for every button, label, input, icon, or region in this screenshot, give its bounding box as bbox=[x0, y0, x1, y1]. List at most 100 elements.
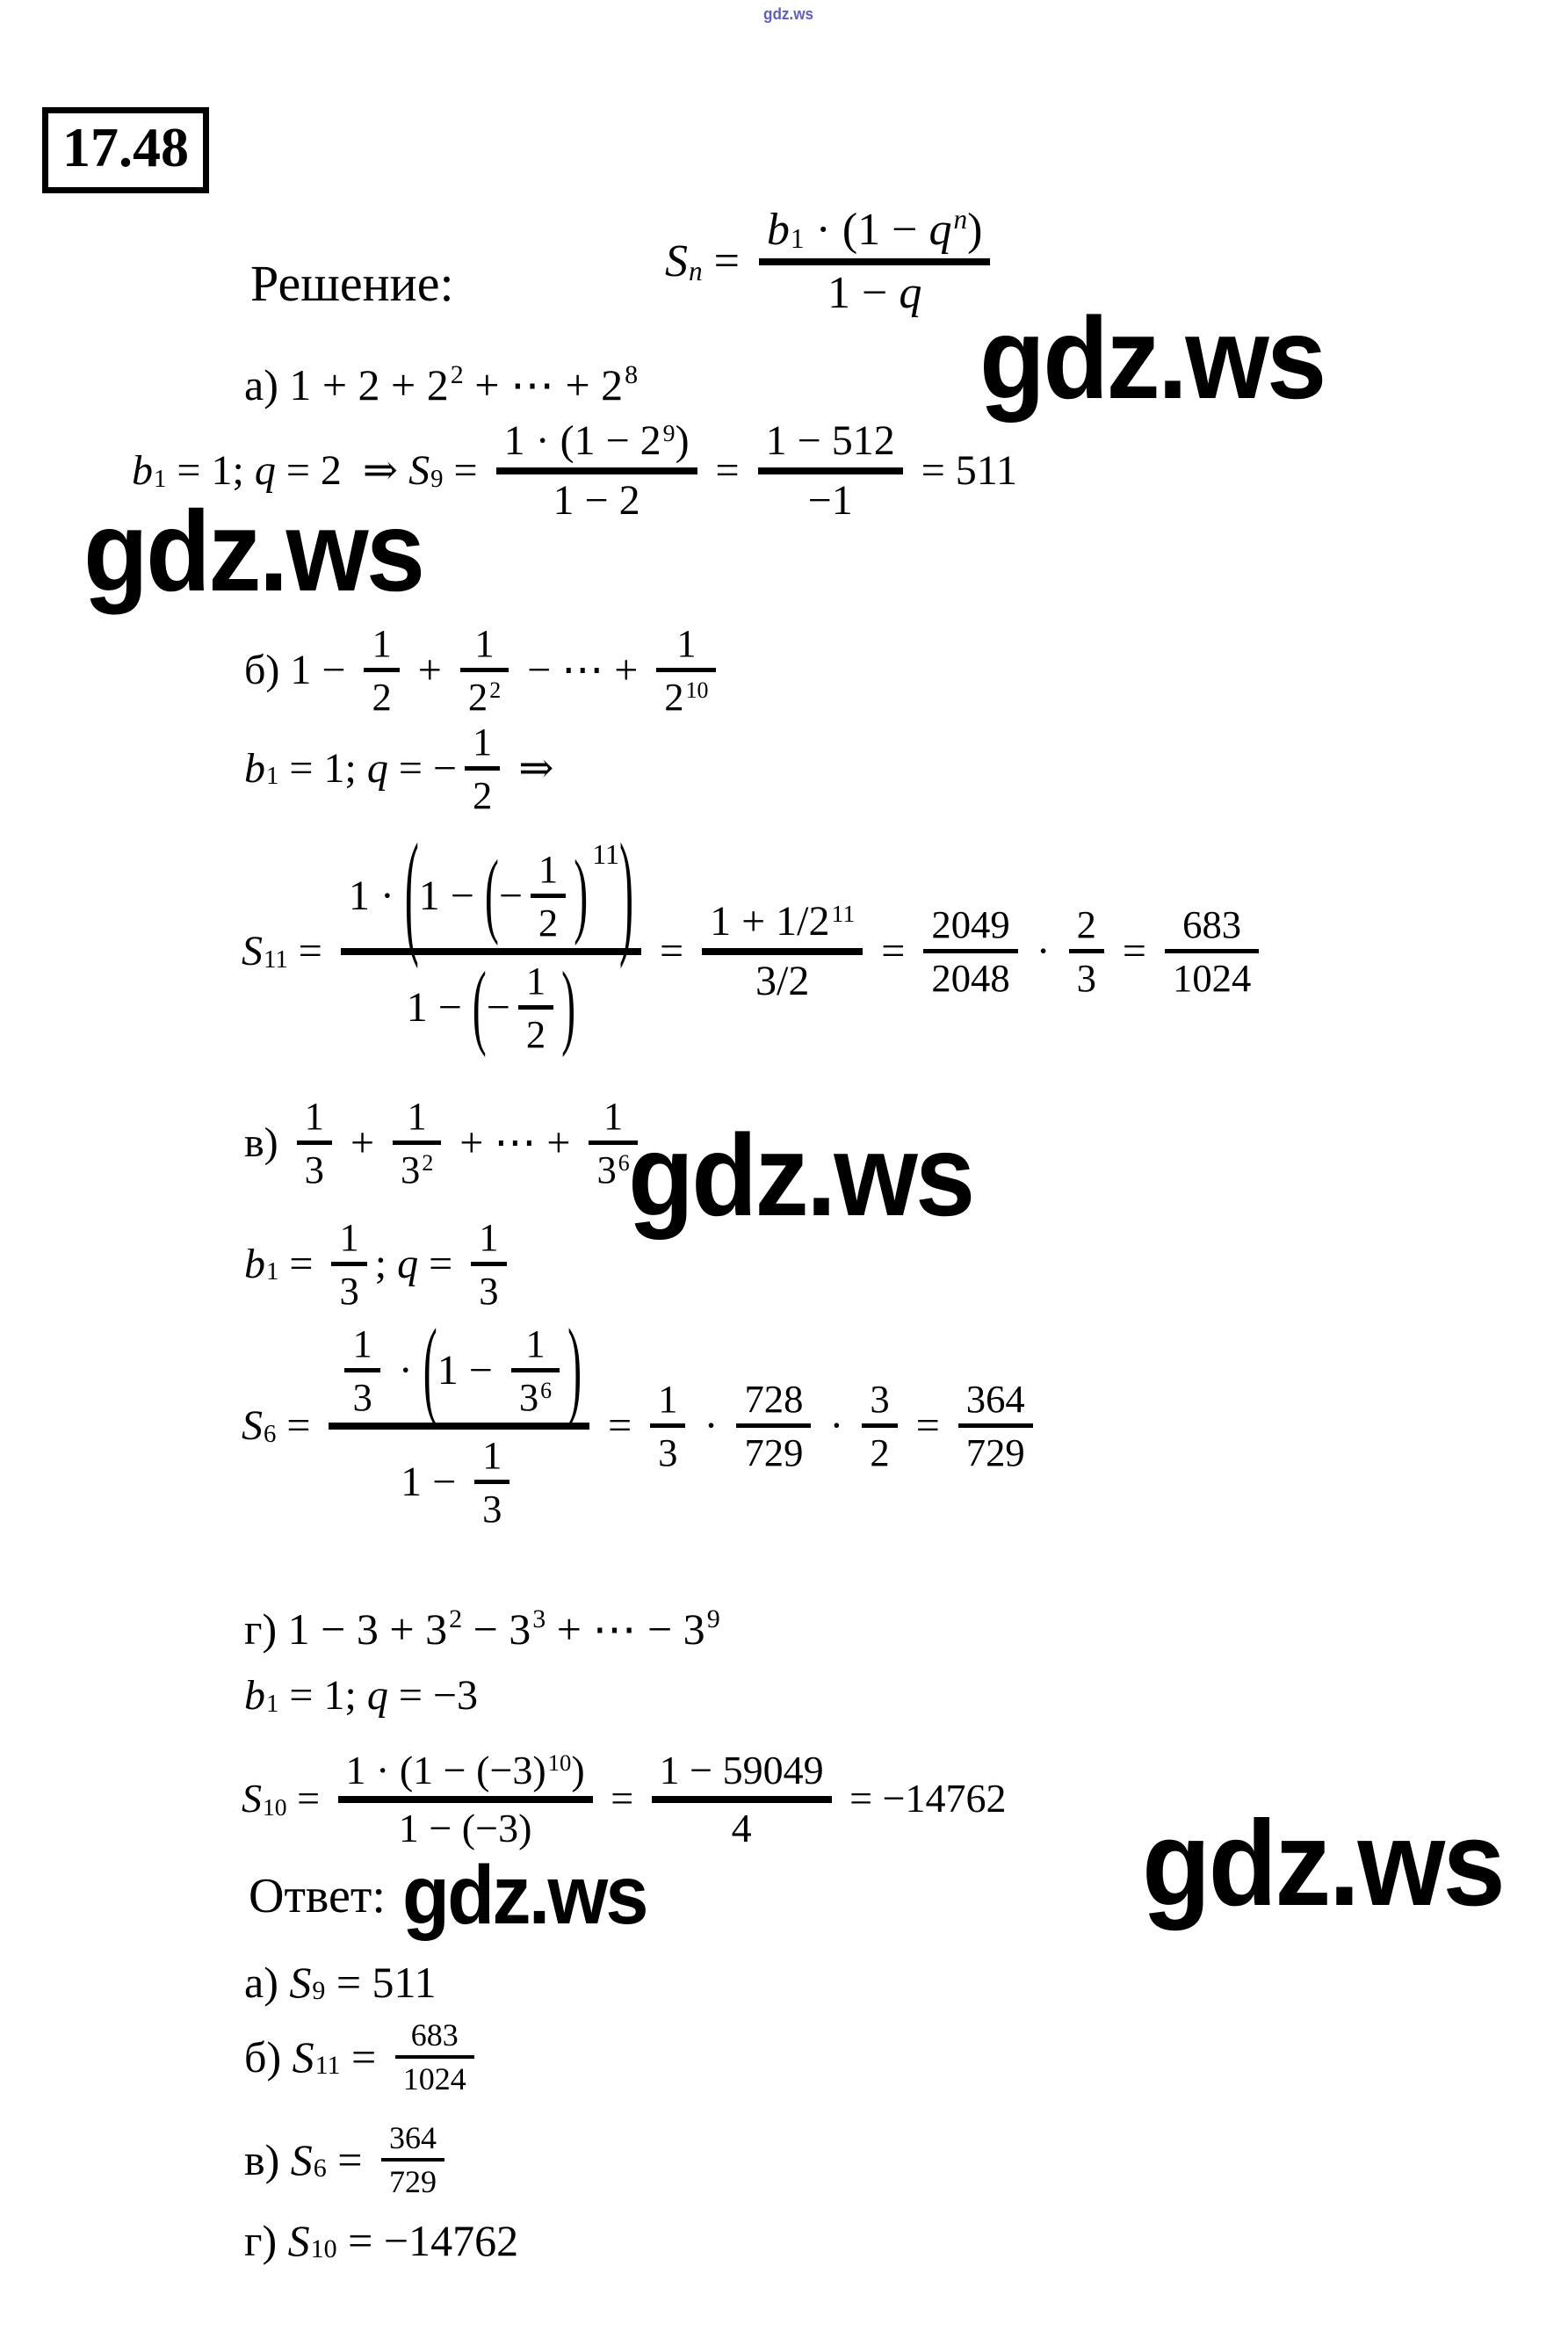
implies-arrow: ⇒ bbox=[351, 447, 409, 495]
math-token: 1 − 59049 bbox=[659, 1748, 824, 1792]
math-token: 729 bbox=[965, 1430, 1025, 1475]
equals-sign: = bbox=[286, 1776, 330, 1821]
math-token: 2049 bbox=[931, 902, 1010, 947]
part-b-work: S 11 = 1 · ( 1 − ( − 1 2 ) 11 ) 1 − ( − bbox=[242, 825, 1267, 1059]
formula-n-sub: n bbox=[689, 255, 703, 286]
math-token: = 2 bbox=[275, 447, 352, 495]
math-token: = 1; bbox=[278, 1672, 367, 1719]
var-S-sub: 6 bbox=[264, 1419, 277, 1448]
math-token: −1 bbox=[807, 476, 853, 524]
math-token: 3 bbox=[658, 1430, 678, 1475]
math-token: 1 bbox=[525, 958, 546, 1003]
equals-sign: = bbox=[702, 236, 751, 287]
math-token: 1 bbox=[676, 621, 697, 665]
problem-number: 17.48 bbox=[62, 116, 189, 178]
var-S-sub: 9 bbox=[312, 1976, 326, 2006]
multiply-dot: · bbox=[1025, 928, 1061, 975]
var-b-sub: 1 bbox=[266, 1689, 279, 1718]
exponent: 10 bbox=[685, 677, 709, 703]
math-token: 1 bbox=[603, 1094, 624, 1138]
var-b: b bbox=[244, 744, 265, 792]
math-token: 1 bbox=[538, 847, 559, 891]
formula-b-sub: 1 bbox=[790, 222, 805, 254]
answer-b-label: б) bbox=[244, 2031, 293, 2082]
math-token: ) bbox=[675, 417, 690, 464]
math-token: = 1; bbox=[278, 744, 367, 792]
var-S-sub: 10 bbox=[310, 2234, 337, 2264]
close-paren: ) bbox=[619, 817, 634, 972]
var-S: S bbox=[287, 2216, 310, 2265]
watermark-top-small: gdz.ws bbox=[763, 5, 814, 23]
math-token: + bbox=[407, 646, 452, 693]
answer-b: б) S 11 = 683 1024 bbox=[244, 2017, 482, 2098]
equals-sign: = bbox=[287, 928, 333, 975]
var-S: S bbox=[290, 2134, 313, 2184]
fraction: 1 + 1/2 11 3/2 bbox=[702, 897, 863, 1006]
math-token: 2 bbox=[525, 1011, 546, 1056]
math-token: 1 − bbox=[418, 872, 485, 919]
math-token: 1 bbox=[352, 1322, 372, 1365]
minus-sign: − bbox=[486, 983, 510, 1031]
exponent: 11 bbox=[831, 901, 856, 929]
part-d-work: S 10 = 1 · (1 − (−3) 10) 1 − (−3) = 1 − 59… bbox=[242, 1747, 1007, 1851]
exponent: 10 bbox=[547, 1749, 572, 1776]
result-value: −14762 bbox=[882, 1776, 1007, 1821]
math-token: 3 bbox=[482, 1486, 502, 1531]
math-token: − ⋯ + bbox=[517, 646, 649, 693]
formula-q: q bbox=[929, 205, 952, 255]
math-token: 1 bbox=[472, 720, 493, 764]
math-token: 2 bbox=[870, 1430, 890, 1475]
fraction: 1 3 bbox=[331, 1214, 367, 1314]
problem-number-box: 17.48 bbox=[42, 107, 209, 194]
math-token: 1 − 2 bbox=[553, 476, 640, 524]
math-token: = − bbox=[387, 744, 457, 792]
math-token: = 1; bbox=[166, 447, 255, 495]
equals-sign: = bbox=[443, 447, 488, 495]
close-paren: ) bbox=[561, 953, 576, 1059]
math-token: 1 bbox=[479, 1215, 499, 1259]
equals-sign: = bbox=[1111, 928, 1157, 975]
close-paren: ) bbox=[574, 842, 589, 947]
multiply-dot: · bbox=[693, 1402, 729, 1450]
var-S-sub: 11 bbox=[314, 2050, 341, 2080]
equals-sign: = bbox=[418, 1240, 464, 1287]
implies-arrow: ⇒ bbox=[508, 744, 565, 792]
equals-sign: = bbox=[600, 1776, 644, 1821]
var-b-sub: 1 bbox=[154, 464, 167, 493]
equals-sign: = bbox=[276, 1402, 322, 1450]
fraction: 2049 2048 bbox=[923, 902, 1018, 1001]
answer-label: Ответ: bbox=[249, 1869, 386, 1923]
fraction: 683 1024 bbox=[394, 2017, 474, 2098]
math-token: 729 bbox=[744, 1430, 804, 1475]
fraction: 1 3 bbox=[296, 1093, 332, 1192]
fraction: 1 2 10 bbox=[656, 620, 717, 720]
var-S: S bbox=[289, 1958, 312, 2007]
math-token: − 3 bbox=[462, 1604, 531, 1654]
math-token: 3 bbox=[518, 1374, 539, 1419]
equals-sign: = bbox=[597, 1402, 643, 1450]
math-token: + ⋯ − 3 bbox=[546, 1604, 705, 1654]
fraction: 1 2 bbox=[364, 620, 400, 720]
math-token: 1 · (1 − (−3) bbox=[345, 1748, 546, 1792]
var-b-sub: 1 bbox=[266, 762, 279, 791]
answer-d-value: = −14762 bbox=[336, 2216, 519, 2265]
var-q: q bbox=[366, 1672, 388, 1719]
var-S: S bbox=[242, 928, 263, 975]
math-token: ) bbox=[967, 205, 983, 255]
fraction: 1 − 512 −1 bbox=[757, 416, 903, 525]
math-token: 683 bbox=[1182, 902, 1242, 947]
math-token: 1 bbox=[372, 621, 392, 665]
fraction: 683 1024 bbox=[1165, 902, 1260, 1001]
var-b: b bbox=[132, 447, 153, 495]
math-token: 3 bbox=[339, 1268, 359, 1313]
exponent: 2 bbox=[422, 1149, 434, 1176]
fraction: 1 · ( 1 − ( − 1 2 ) 11 ) 1 − ( − 1 2 bbox=[340, 825, 642, 1059]
